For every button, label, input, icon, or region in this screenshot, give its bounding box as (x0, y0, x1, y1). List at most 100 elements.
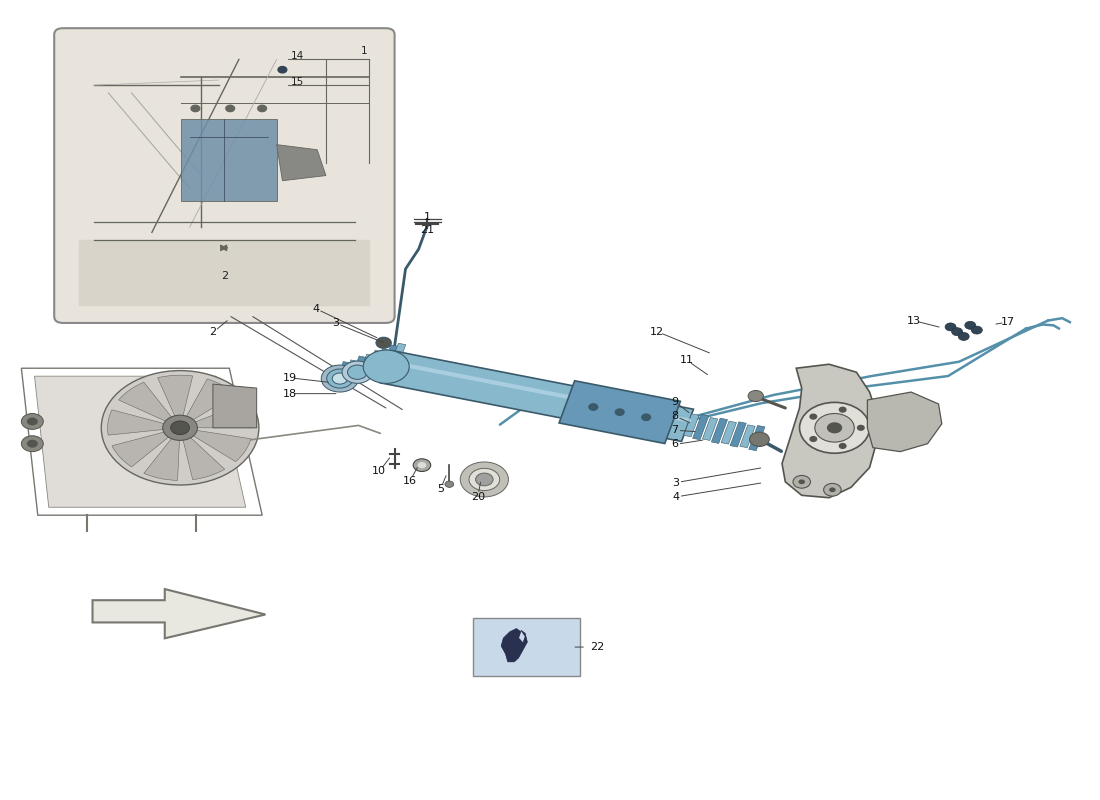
Polygon shape (34, 376, 245, 507)
Circle shape (257, 106, 266, 112)
Text: 1: 1 (424, 212, 431, 222)
Wedge shape (180, 379, 235, 428)
Bar (390, 343, 406, 365)
Bar (360, 354, 374, 376)
Text: 4: 4 (672, 492, 680, 502)
Wedge shape (180, 403, 253, 428)
Circle shape (163, 415, 197, 440)
Circle shape (810, 414, 816, 419)
Polygon shape (213, 384, 256, 428)
Bar (375, 349, 389, 370)
Circle shape (321, 365, 359, 392)
Circle shape (641, 414, 650, 421)
Text: 19: 19 (283, 373, 297, 382)
Circle shape (839, 443, 846, 448)
FancyBboxPatch shape (54, 28, 395, 323)
Circle shape (444, 481, 453, 487)
Polygon shape (868, 392, 942, 452)
Wedge shape (180, 428, 224, 480)
Polygon shape (559, 381, 681, 443)
Circle shape (749, 432, 769, 446)
Polygon shape (502, 629, 527, 662)
Text: 10: 10 (372, 466, 386, 477)
Circle shape (945, 323, 956, 331)
Wedge shape (180, 428, 251, 462)
Bar (684, 414, 699, 437)
Text: 18: 18 (283, 389, 297, 398)
Circle shape (815, 414, 855, 442)
Circle shape (829, 487, 836, 492)
Circle shape (332, 373, 348, 384)
Polygon shape (276, 145, 326, 181)
Circle shape (460, 462, 508, 497)
Circle shape (26, 418, 37, 426)
Text: 3: 3 (672, 478, 680, 488)
Text: 21: 21 (420, 225, 434, 235)
Text: 12: 12 (650, 326, 664, 337)
Wedge shape (108, 410, 180, 435)
Bar (343, 360, 359, 382)
Circle shape (469, 468, 499, 490)
Circle shape (858, 426, 865, 430)
Text: 15: 15 (292, 78, 305, 87)
Circle shape (799, 479, 805, 484)
Circle shape (342, 361, 373, 383)
Text: 7: 7 (671, 425, 679, 435)
Circle shape (21, 436, 43, 452)
Circle shape (748, 390, 763, 402)
Polygon shape (381, 350, 693, 442)
Circle shape (958, 333, 969, 341)
Circle shape (327, 369, 353, 388)
Circle shape (800, 402, 870, 454)
Circle shape (278, 66, 287, 73)
Circle shape (21, 414, 43, 430)
Wedge shape (112, 428, 180, 467)
Circle shape (827, 422, 843, 434)
Circle shape (191, 106, 200, 112)
Text: 9: 9 (671, 397, 679, 406)
Text: 17: 17 (1000, 317, 1014, 327)
Circle shape (418, 462, 427, 468)
Circle shape (588, 404, 597, 410)
Wedge shape (144, 428, 180, 480)
Circle shape (824, 483, 842, 496)
Circle shape (414, 458, 431, 471)
Text: 2: 2 (221, 271, 228, 281)
Bar (703, 418, 717, 441)
Text: 14: 14 (292, 51, 305, 62)
Text: 13: 13 (906, 315, 921, 326)
Circle shape (101, 370, 258, 485)
Text: 6: 6 (671, 439, 679, 450)
Circle shape (26, 440, 37, 448)
Circle shape (226, 106, 234, 112)
Wedge shape (119, 382, 180, 428)
Circle shape (363, 350, 409, 383)
Circle shape (810, 437, 816, 442)
Text: 11: 11 (680, 355, 694, 366)
Bar (730, 422, 746, 447)
Bar (740, 425, 756, 448)
Circle shape (475, 473, 493, 486)
Text: 4: 4 (312, 304, 319, 314)
Bar (749, 426, 764, 450)
Text: 5: 5 (437, 484, 444, 494)
Circle shape (376, 338, 392, 348)
Polygon shape (92, 589, 265, 638)
Circle shape (793, 475, 811, 488)
Polygon shape (782, 364, 878, 498)
Text: 8: 8 (671, 411, 679, 421)
Wedge shape (157, 375, 192, 428)
Text: 16: 16 (403, 476, 417, 486)
Bar (366, 350, 383, 374)
Text: 20: 20 (471, 492, 485, 502)
Circle shape (348, 365, 367, 379)
Bar (336, 362, 351, 386)
Circle shape (952, 328, 962, 336)
Text: 2: 2 (209, 327, 217, 338)
Text: 3: 3 (332, 318, 339, 328)
Circle shape (615, 409, 624, 415)
Bar (722, 421, 737, 444)
Bar (383, 345, 398, 369)
Circle shape (971, 326, 982, 334)
Polygon shape (180, 118, 276, 202)
